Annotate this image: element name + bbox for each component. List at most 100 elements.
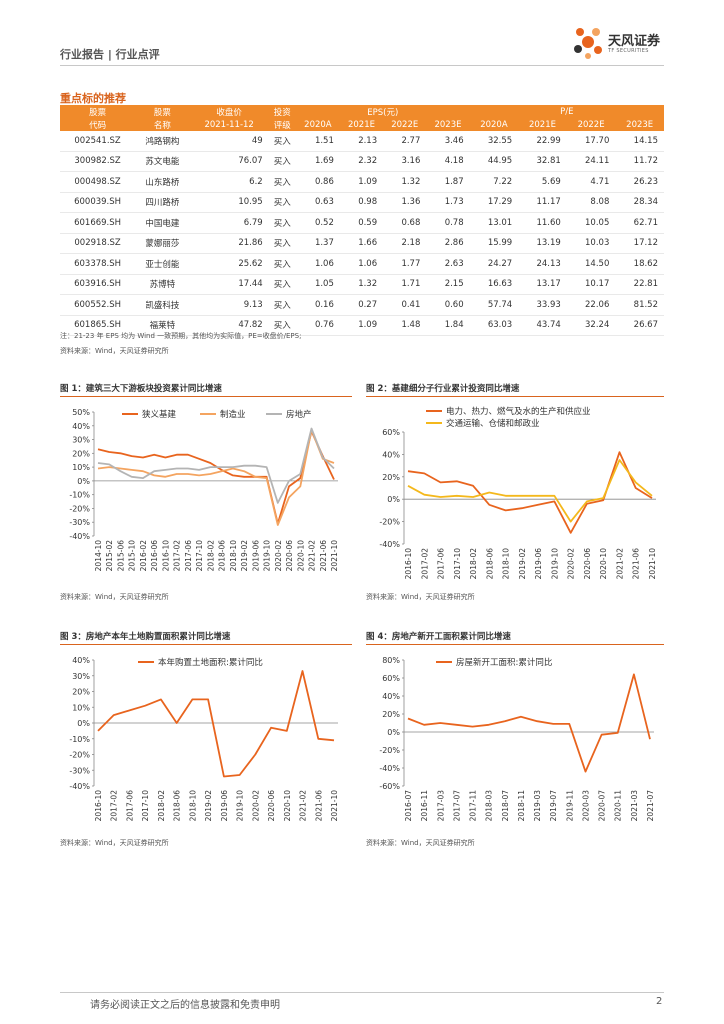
x-tick-label: 2014-10 (94, 540, 103, 572)
table-cell: 6.2 (249, 176, 263, 187)
table-cell: 603378.SH (74, 258, 122, 269)
legend-label: 本年购置土地面积:累计同比 (158, 657, 263, 668)
figure-2-chart: 60% 40% 20% 0% -20% -40% 2016-10 2017-02 2017-06… (379, 406, 657, 580)
y-tick-label: 40% (382, 692, 400, 701)
figure-4-source: 资料来源：Wind，天风证券研究所 (366, 839, 475, 847)
x-tick-label: 2016-10 (404, 548, 413, 580)
table-cell: 2.18 (401, 238, 421, 249)
tf-logo-icon (574, 28, 602, 59)
x-tick-label: 2018-02 (469, 548, 478, 580)
table-cell: 1.32 (358, 279, 378, 290)
series-line (97, 428, 335, 526)
x-tick-label: 2020-10 (283, 790, 292, 822)
table-cell: 1.36 (401, 197, 421, 208)
y-tick-label: 30% (72, 436, 90, 445)
figure-1-source: 资料来源：Wind，天风证券研究所 (60, 593, 169, 601)
x-tick-label: 2018-06 (218, 540, 227, 572)
x-tick-label: 2020-03 (581, 790, 590, 822)
table-cell: 601865.SH (74, 320, 122, 331)
x-tick-label: 2019-10 (263, 540, 272, 572)
table-cell: 买入 (273, 177, 291, 188)
figure-4-chart: 80% 60% 40% 20% 0% -20% -40% -60% 2016-07 2016-11… (379, 656, 655, 822)
x-tick-label: 2021-10 (648, 548, 657, 580)
table-cell: 2.63 (444, 258, 464, 269)
table-cell: 7.22 (493, 176, 513, 187)
header-cell: 评级 (268, 118, 296, 131)
legend-label: 房地产 (286, 409, 312, 420)
y-tick-label: -30% (69, 766, 90, 775)
table-cell: 3.16 (401, 156, 421, 167)
table-cell: 10.03 (585, 238, 610, 249)
x-tick-label: 2017-11 (469, 790, 478, 822)
y-tick-label: -10% (69, 491, 90, 500)
y-tick-label: 40% (72, 656, 90, 665)
table-cell: 0.59 (358, 217, 378, 228)
table-cell: 0.63 (314, 197, 334, 208)
x-tick-label: 2021-02 (615, 548, 624, 580)
y-tick-label: 0% (77, 477, 90, 486)
table-cell: 买入 (273, 259, 291, 270)
series-line (407, 459, 653, 523)
y-tick-label: 0% (77, 719, 90, 728)
x-tick-label: 2021-06 (314, 790, 323, 822)
header-cell: 2021-11-12 (189, 118, 269, 131)
y-tick-label: 60% (382, 428, 400, 437)
x-tick-label: 2021-06 (632, 548, 641, 580)
legend-label: 狭义基建 (142, 409, 177, 420)
header-cell: 2021E (339, 118, 384, 131)
figure-3-source: 资料来源：Wind，天风证券研究所 (60, 839, 169, 847)
table-cell: 买入 (273, 300, 291, 311)
x-tick-label: 2015-06 (116, 540, 125, 572)
legend-label: 房屋新开工面积:累计同比 (456, 657, 552, 668)
table-cell: 四川路桥 (145, 198, 180, 209)
table-cell: 买入 (273, 321, 291, 332)
header-cell: 股票 (135, 105, 190, 118)
table-cell: 49 (251, 135, 263, 146)
table-cell: 0.27 (358, 299, 378, 310)
table-cell: 买入 (273, 218, 291, 229)
table-cell: 1.87 (444, 176, 464, 187)
table-cell: 1.66 (358, 238, 378, 249)
y-tick-label: -20% (69, 751, 90, 760)
table-cell: 0.98 (358, 197, 378, 208)
x-tick-label: 2015-02 (105, 540, 114, 572)
x-tick-label: 2017-10 (453, 548, 462, 580)
x-tick-label: 2020-07 (598, 790, 607, 822)
table-cell: 苏文电能 (145, 157, 180, 168)
figure-3-title: 图 3：房地产本年土地购置面积累计同比增速 (60, 632, 231, 642)
y-tick-label: -20% (379, 746, 400, 755)
header-cell: 2022E (383, 118, 427, 131)
table-cell: 1.32 (401, 176, 421, 187)
legend-label: 电力、热力、燃气及水的生产和供应业 (446, 406, 591, 417)
y-tick-label: -20% (379, 518, 400, 527)
table-cell: 1.77 (401, 258, 421, 269)
x-tick-label: 2021-03 (630, 790, 639, 822)
x-tick-label: 2017-02 (420, 548, 429, 580)
header-cell: P/E (469, 105, 664, 118)
table-cell: 买入 (273, 280, 291, 291)
header-cell: 2022E (566, 118, 616, 131)
table-cell: 1.73 (444, 197, 464, 208)
header-cell: 股票 (60, 105, 136, 118)
table-cell: 6.79 (243, 217, 263, 228)
table-header-row: 代码 名称 2021-11-12 评级 2020A 2021E 2022E 20… (60, 118, 664, 131)
table-cell: 鸿路钢构 (145, 136, 180, 147)
figure-1-chart: 50% 40% 30% 20% 10% 0% -10% -20% -30% -40% 2014-10… (69, 408, 339, 572)
table-cell: 1.69 (314, 156, 334, 167)
table-cell: 亚士创能 (145, 259, 180, 270)
header-cell: 代码 (60, 118, 136, 131)
x-tick-label: 2017-02 (173, 540, 182, 572)
table-cell: 14.50 (585, 258, 610, 269)
x-tick-label: 2020-06 (285, 540, 294, 572)
table-cell: 25.62 (238, 258, 263, 269)
figure-1-title: 图 1：建筑三大下游板块投资累计同比增速 (60, 384, 222, 394)
y-tick-label: -40% (379, 764, 400, 773)
report-category: 行业报告 | 行业点评 (60, 48, 160, 61)
table-cell: 14.15 (633, 135, 658, 146)
x-tick-label: 2018-07 (501, 790, 510, 822)
y-tick-label: 10% (72, 463, 90, 472)
x-tick-label: 2019-10 (236, 790, 245, 822)
table-cell: 43.74 (536, 320, 561, 331)
figure-2-title: 图 2：基建细分子行业累计投资同比增速 (366, 384, 520, 394)
table-cell: 4.18 (444, 156, 464, 167)
